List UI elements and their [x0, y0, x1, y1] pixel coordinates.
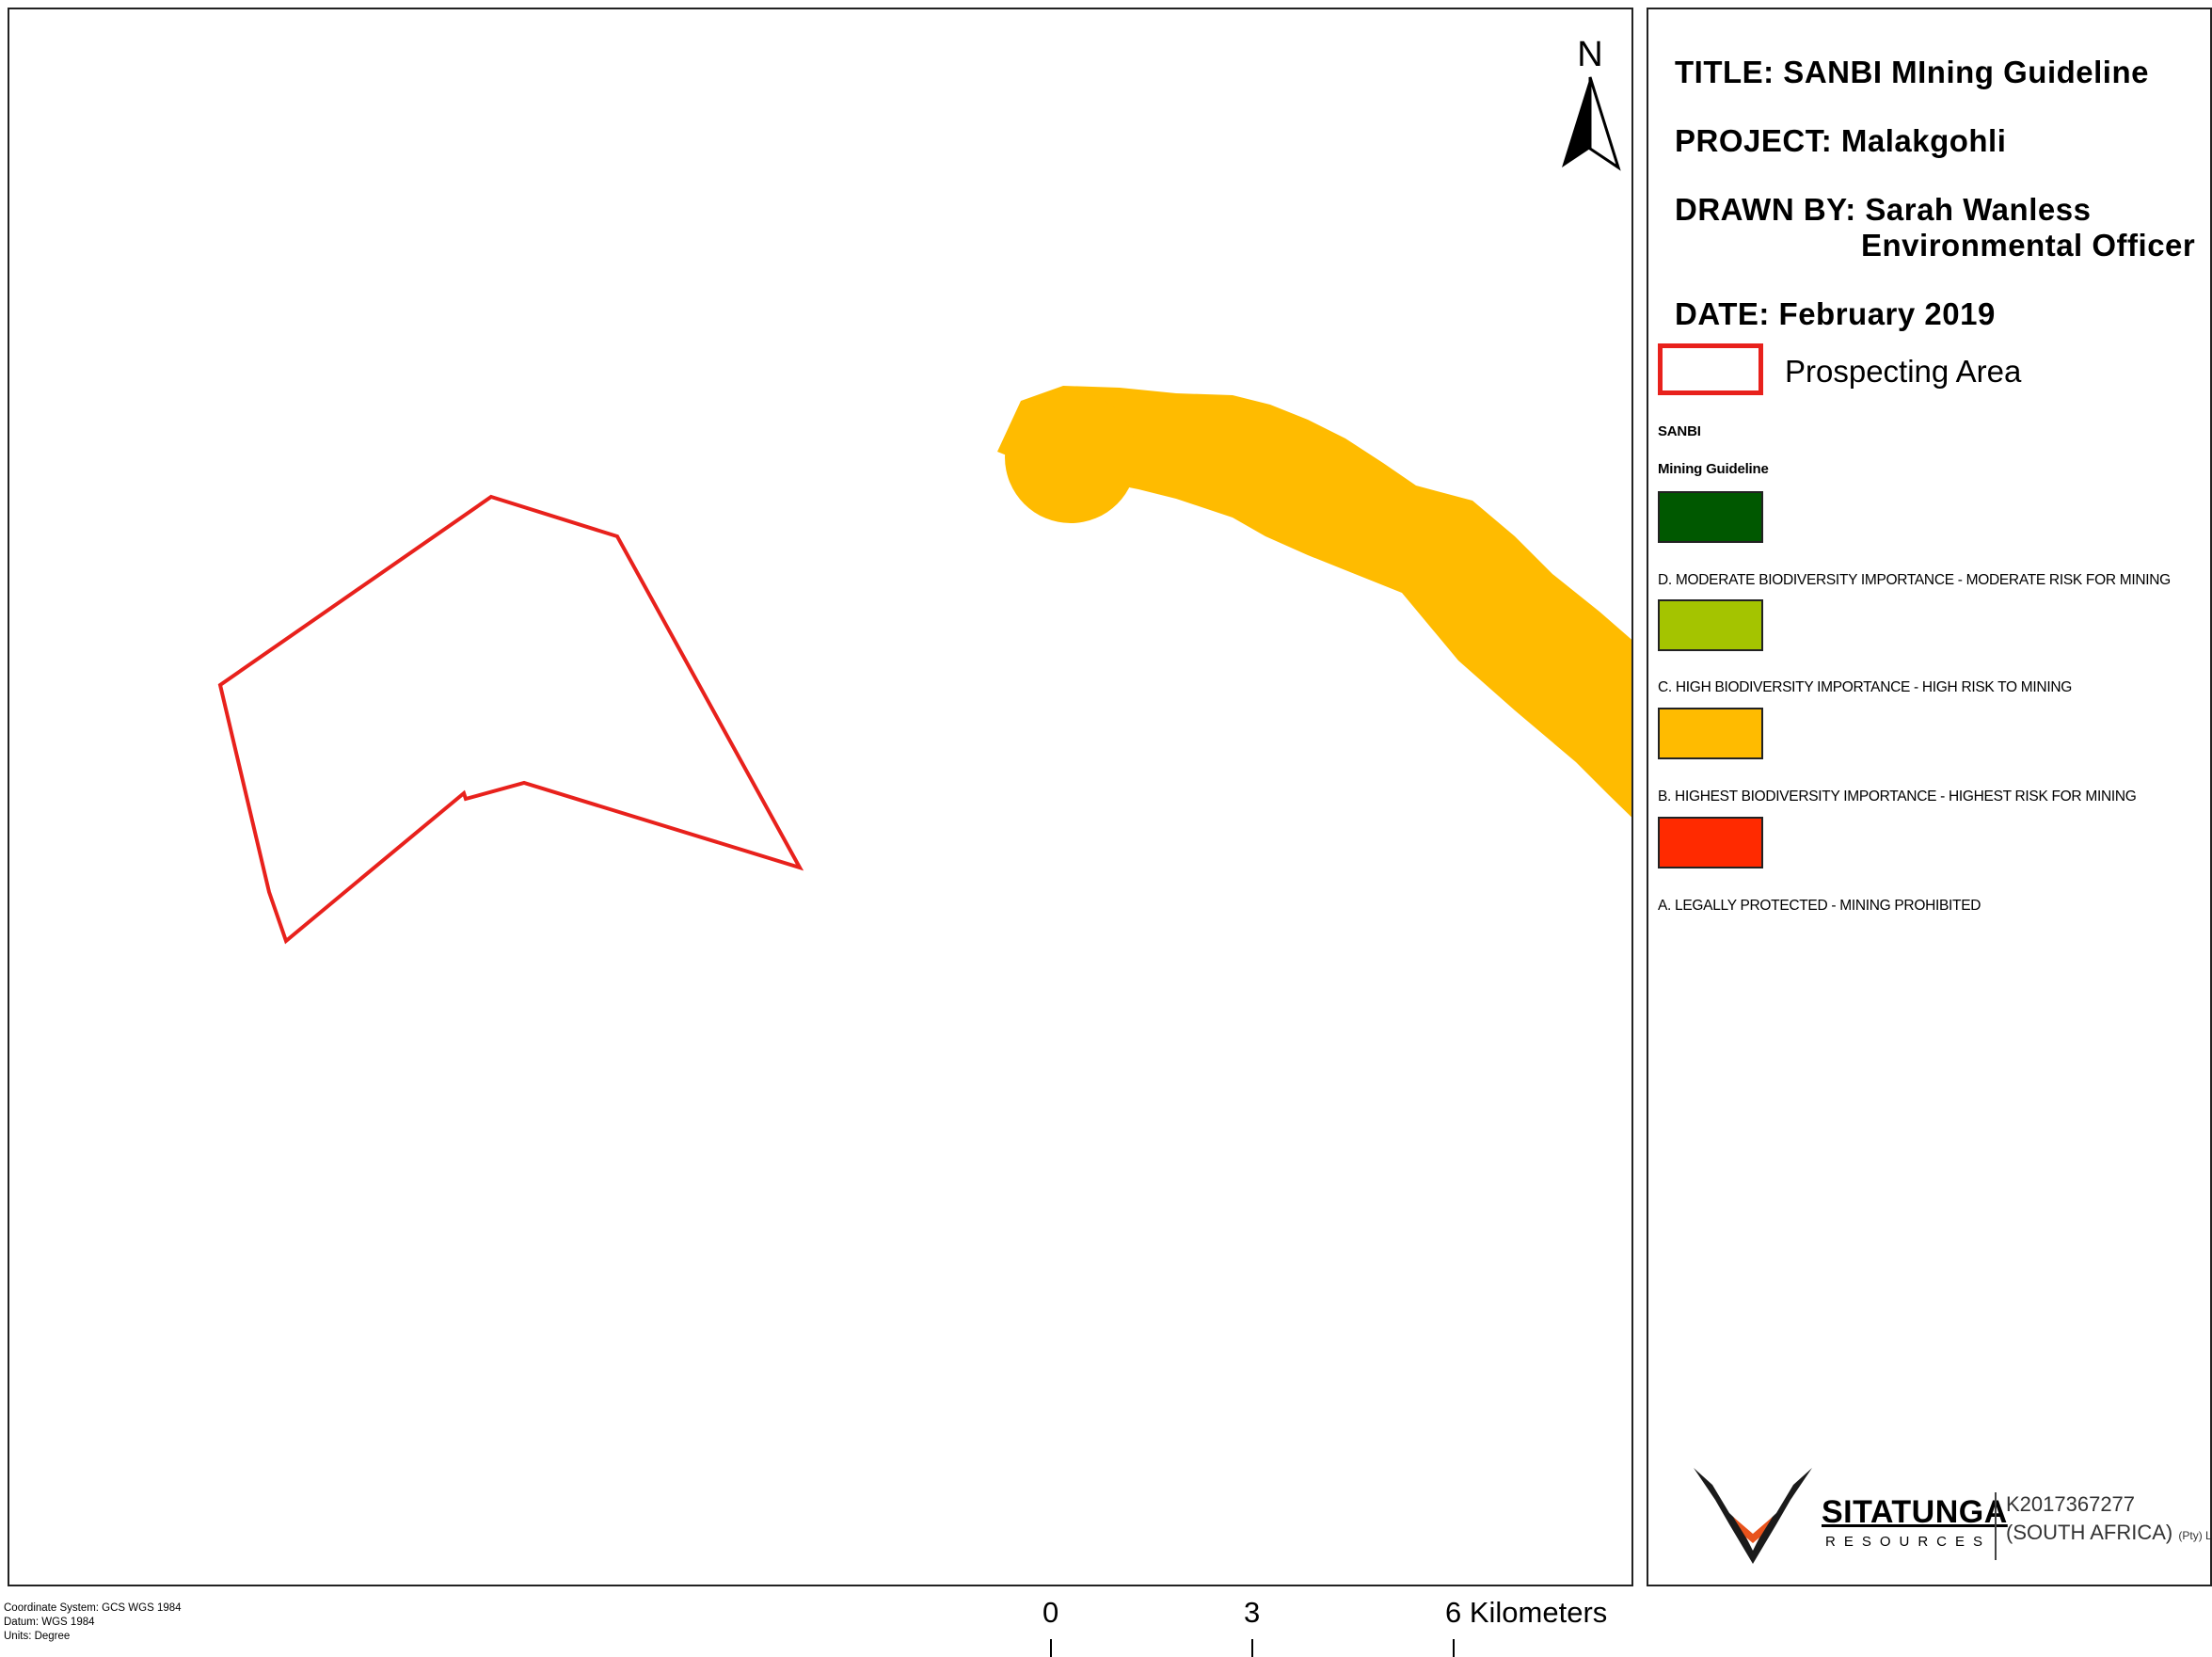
drawn-by-role: Environmental Officer [1861, 228, 2196, 263]
datum: Datum: WGS 1984 [4, 1617, 95, 1628]
coordinate-info: Coordinate System: GCS WGS 1984 Datum: W… [4, 1601, 182, 1644]
class-a-swatch [1658, 817, 1763, 868]
class-a-label: A. LEGALLY PROTECTED - MINING PROHIBITED [1658, 898, 1981, 914]
company-logo: SITATUNGA RESOURCES K2017367277 (SOUTH A… [1692, 1458, 2210, 1581]
map-frame[interactable]: N [8, 8, 1633, 1586]
highest-risk-zone [997, 386, 1631, 818]
logo-subtitle: RESOURCES [1825, 1534, 1992, 1550]
company-country-text: (SOUTH AFRICA) [2006, 1521, 2173, 1544]
map-date: DATE: February 2019 [1675, 296, 1996, 331]
north-letter: N [1577, 35, 1603, 74]
north-arrow: N [1552, 36, 1628, 182]
highest-risk-zone-end [1005, 391, 1137, 523]
drawn-by-name: DRAWN BY: Sarah Wanless [1675, 192, 2092, 227]
scale-label-6: 6 Kilometers [1445, 1596, 1608, 1629]
class-c-label: C. HIGH BIODIVERSITY IMPORTANCE - HIGH R… [1658, 679, 2072, 695]
scale-label-3: 3 [1244, 1596, 1261, 1629]
north-arrow-icon [1562, 76, 1621, 171]
company-registration: K2017367277 [2006, 1492, 2136, 1516]
class-b-label: B. HIGHEST BIODIVERSITY IMPORTANCE - HIG… [1658, 789, 2137, 805]
scale-label-0: 0 [1042, 1596, 1059, 1629]
sanbi-label: SANBI [1658, 423, 1701, 439]
company-country: (SOUTH AFRICA) (Pty) Ltd [2006, 1521, 2212, 1545]
logo-name: SITATUNGA [1822, 1494, 2008, 1530]
drawn-by: DRAWN BY: Sarah Wanless Environmental Of… [1675, 192, 2195, 263]
prospecting-area-label: Prospecting Area [1785, 354, 2022, 389]
prospecting-area-boundary[interactable] [217, 494, 804, 945]
legend-panel: TITLE: SANBI MIning Guideline PROJECT: M… [1647, 8, 2212, 1586]
prospecting-area-swatch [1658, 343, 1763, 395]
antelope-logo-icon [1694, 1468, 1812, 1564]
company-suffix: (Pty) Ltd [2178, 1529, 2212, 1542]
class-d-label: D. MODERATE BIODIVERSITY IMPORTANCE - MO… [1658, 572, 2171, 588]
class-d-swatch [1658, 491, 1763, 543]
map-canvas[interactable] [9, 9, 1633, 1586]
map-title: TITLE: SANBI MIning Guideline [1675, 55, 2149, 89]
scale-tick-6 [1453, 1639, 1455, 1657]
mining-guideline-label: Mining Guideline [1658, 461, 1769, 477]
units: Units: Degree [4, 1631, 71, 1642]
class-b-swatch [1658, 708, 1763, 759]
scale-tick-3 [1251, 1639, 1253, 1657]
coordinate-system: Coordinate System: GCS WGS 1984 [4, 1602, 182, 1614]
project-name: PROJECT: Malakgohli [1675, 123, 2007, 158]
logo-divider [1995, 1492, 1997, 1560]
class-c-swatch [1658, 599, 1763, 651]
scale-tick-0 [1050, 1639, 1052, 1657]
